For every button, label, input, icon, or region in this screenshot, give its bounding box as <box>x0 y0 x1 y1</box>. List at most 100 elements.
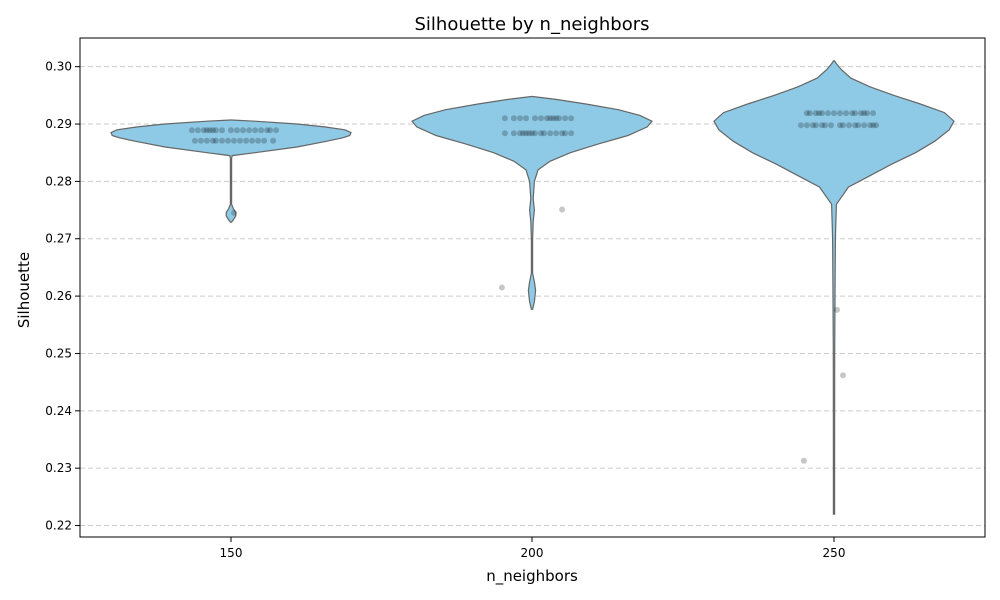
violin-150 <box>110 119 352 223</box>
data-point <box>550 115 557 122</box>
data-point <box>270 137 277 144</box>
data-point <box>538 130 544 137</box>
data-point <box>553 130 560 137</box>
y-axis-label: Silhouette <box>15 252 33 328</box>
data-point <box>498 284 505 291</box>
data-point <box>867 122 874 129</box>
data-point <box>846 122 852 129</box>
data-point <box>532 115 538 122</box>
data-point <box>837 122 843 129</box>
data-point <box>231 209 237 216</box>
data-point <box>273 127 280 134</box>
data-point <box>261 137 268 144</box>
data-point <box>803 110 810 117</box>
y-tick-label: 0.25 <box>45 346 72 360</box>
data-point <box>510 130 517 137</box>
data-point <box>822 122 828 129</box>
data-point <box>568 115 575 122</box>
y-tick-label: 0.28 <box>45 174 72 188</box>
data-point <box>828 122 834 129</box>
data-point <box>855 122 862 129</box>
data-point <box>240 127 246 134</box>
data-point <box>212 137 219 144</box>
data-point <box>237 137 243 144</box>
data-point <box>517 130 523 137</box>
data-point <box>797 122 804 129</box>
data-point <box>825 110 831 117</box>
data-point <box>840 122 846 129</box>
data-point <box>206 127 213 134</box>
data-point <box>246 127 253 134</box>
data-point <box>200 127 207 134</box>
y-tick-label: 0.23 <box>45 461 72 475</box>
data-point <box>252 127 259 134</box>
data-point <box>834 306 840 313</box>
data-point <box>861 122 868 129</box>
data-point <box>812 110 819 117</box>
data-point <box>858 110 865 117</box>
data-point <box>547 130 554 137</box>
data-point <box>243 137 250 144</box>
data-point <box>556 115 563 122</box>
y-tick-label: 0.27 <box>45 232 72 246</box>
violin-250 <box>713 60 955 515</box>
data-point <box>191 137 198 144</box>
data-point <box>837 110 843 117</box>
data-point <box>800 457 807 464</box>
data-point <box>532 130 538 137</box>
data-point <box>568 130 575 137</box>
data-point <box>231 137 237 144</box>
data-point <box>562 130 569 137</box>
data-point <box>852 110 859 117</box>
data-point <box>816 110 822 117</box>
data-point <box>203 127 210 134</box>
data-point <box>819 122 825 129</box>
data-point <box>873 122 880 129</box>
data-point <box>523 130 529 137</box>
data-point <box>544 115 550 122</box>
data-point <box>194 127 201 134</box>
x-axis-ticks: 150 200 250 <box>220 537 846 560</box>
data-point <box>228 127 234 134</box>
data-point <box>831 110 837 117</box>
data-point <box>840 372 846 379</box>
x-tick-label: 250 <box>823 546 846 560</box>
data-point <box>258 127 265 134</box>
data-point <box>541 130 547 137</box>
data-point <box>553 115 560 122</box>
data-point <box>843 110 849 117</box>
data-point <box>806 110 813 117</box>
data-point <box>219 127 225 134</box>
y-tick-label: 0.24 <box>45 404 72 418</box>
data-point <box>870 122 877 129</box>
chart-title: Silhouette by n_neighbors <box>415 14 650 35</box>
data-point <box>538 115 544 122</box>
data-point <box>501 115 508 122</box>
y-tick-label: 0.29 <box>45 117 72 131</box>
y-axis-ticks: 0.22 0.23 0.24 0.25 0.26 0.27 0.28 0.29 0.30 <box>45 60 80 533</box>
y-tick-label: 0.22 <box>45 519 72 533</box>
data-point <box>234 127 240 134</box>
data-point <box>526 130 532 137</box>
data-point <box>870 110 877 117</box>
x-tick-label: 150 <box>220 546 243 560</box>
x-axis-label: n_neighbors <box>486 567 578 586</box>
data-point <box>249 137 256 144</box>
data-point <box>501 130 508 137</box>
data-point <box>225 137 231 144</box>
data-point <box>209 137 216 144</box>
violins <box>110 60 955 515</box>
data-point <box>547 115 554 122</box>
data-point <box>861 110 868 117</box>
data-point <box>849 110 856 117</box>
data-point <box>517 115 523 122</box>
data-point <box>809 122 816 129</box>
y-tick-label: 0.26 <box>45 289 72 303</box>
data-point <box>203 137 210 144</box>
data-point <box>197 137 204 144</box>
strip-points <box>188 110 880 464</box>
data-point <box>819 110 825 117</box>
x-tick-label: 200 <box>521 546 544 560</box>
violin-200 <box>411 95 653 310</box>
